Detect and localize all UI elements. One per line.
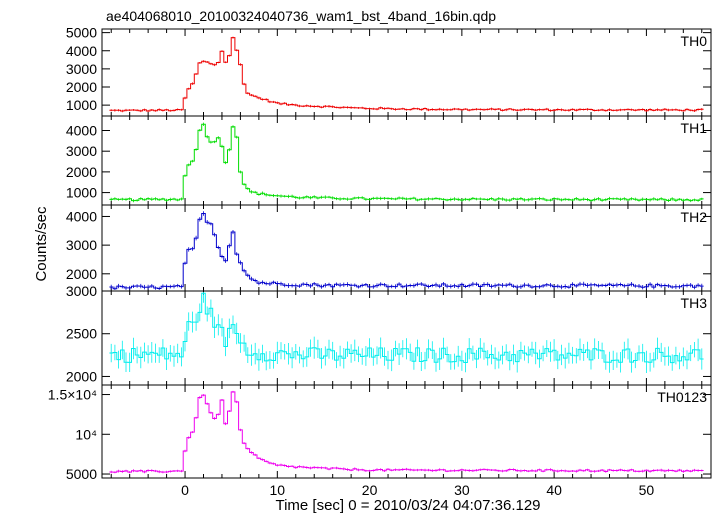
- x-tick-label: 30: [454, 482, 470, 498]
- panel-frame: [101, 290, 712, 386]
- y-tick-label: 2000: [66, 266, 97, 282]
- panel-th0: 1000 2000 3000 4000 5000 TH0: [66, 25, 712, 117]
- y-tick-label: 3000: [66, 143, 97, 159]
- series-error-bars: [110, 122, 703, 203]
- panel-frame: [101, 384, 712, 479]
- y-tick-label: 4000: [66, 122, 97, 138]
- panel-frame: [101, 115, 712, 206]
- panel-th1: 1000 2000 3000 4000 TH1: [66, 115, 712, 206]
- x-tick-label: 10: [270, 482, 286, 498]
- y-tick-label: 1000: [66, 97, 97, 113]
- y-tick-label: 2000: [66, 368, 97, 384]
- y-tick-label: 2500: [66, 326, 97, 342]
- y-tick-label: 4000: [66, 43, 97, 59]
- panel-frame: [101, 28, 712, 117]
- panel-label: TH0: [681, 33, 708, 49]
- panel-label: TH0123: [657, 389, 707, 405]
- y-tick-label: 1.5×10⁴: [48, 387, 97, 403]
- panel-frame: [101, 204, 712, 292]
- y-tick-label: 4000: [66, 208, 97, 224]
- series-line-th2: [109, 213, 704, 290]
- series-line-th0123: [109, 391, 704, 473]
- y-tick-label: 2000: [66, 164, 97, 180]
- panel-th3: 2000 2500 3000 TH3: [66, 283, 712, 386]
- series-line-th3: [109, 292, 704, 364]
- y-tick-label: 3000: [66, 61, 97, 77]
- panel-label: TH1: [681, 120, 708, 136]
- figure-title: ae404068010_20100324040736_wam1_bst_4ban…: [106, 8, 496, 24]
- panel-th2: 2000 3000 4000 TH2: [66, 204, 712, 292]
- series-line-th0: [109, 37, 704, 112]
- x-tick-label: 20: [362, 482, 378, 498]
- y-tick-label: 2000: [66, 79, 97, 95]
- y-tick-label: 10⁴: [75, 426, 97, 442]
- y-tick-label: 5000: [66, 466, 97, 482]
- series-error-bars: [110, 36, 703, 113]
- series-error-bars: [110, 211, 703, 290]
- x-tick-label: 40: [546, 482, 562, 498]
- y-tick-label: 1000: [66, 185, 97, 201]
- y-tick-label: 3000: [66, 237, 97, 253]
- series-error-bars: [110, 390, 703, 474]
- y-tick-label: 3000: [66, 283, 97, 299]
- series-line-th1: [109, 123, 704, 202]
- x-axis-label: Time [sec] 0 = 2010/03/24 04:07:36.129: [275, 497, 540, 514]
- x-tick-label: 0: [181, 482, 189, 498]
- x-tick-label: 50: [639, 482, 655, 498]
- y-axis-label: Counts/sec: [33, 206, 50, 282]
- panel-th0123: 5000 10⁴ 1.5×10⁴ TH0123: [48, 384, 712, 482]
- panel-label: TH3: [681, 295, 708, 311]
- panel-label: TH2: [681, 209, 708, 225]
- y-tick-label: 5000: [66, 25, 97, 41]
